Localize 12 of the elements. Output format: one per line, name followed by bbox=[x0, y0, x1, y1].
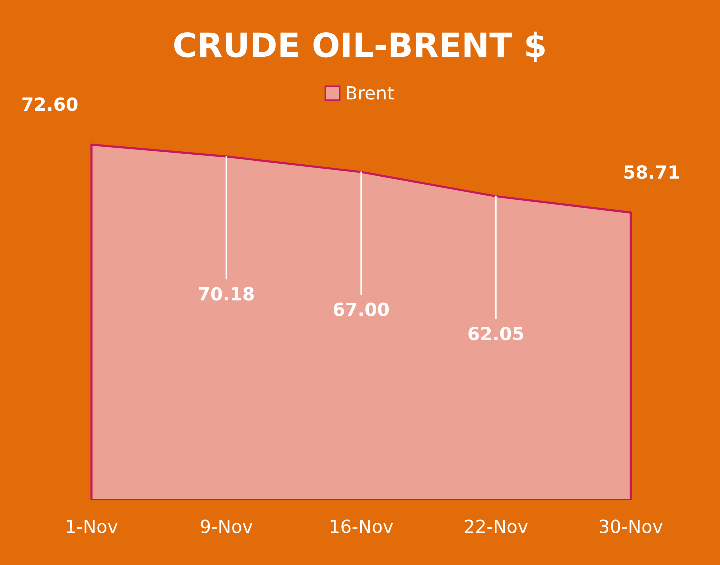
x-tick-label: 9-Nov bbox=[201, 520, 253, 534]
x-tick-label: 1-Nov bbox=[67, 520, 118, 534]
data-label: 62.05 bbox=[468, 326, 524, 341]
x-tick-label: 30-Nov bbox=[600, 520, 663, 534]
chart-title: CRUDE OIL-BRENT $ bbox=[174, 32, 545, 62]
data-label: 67.00 bbox=[334, 302, 390, 316]
data-label: 72.60 bbox=[22, 98, 78, 112]
x-tick-label: 16-Nov bbox=[330, 520, 394, 534]
legend-label: Brent bbox=[347, 86, 394, 100]
data-label: 70.18 bbox=[199, 287, 254, 301]
x-tick-label: 22-Nov bbox=[465, 520, 528, 534]
data-label: 58.71 bbox=[624, 166, 680, 180]
